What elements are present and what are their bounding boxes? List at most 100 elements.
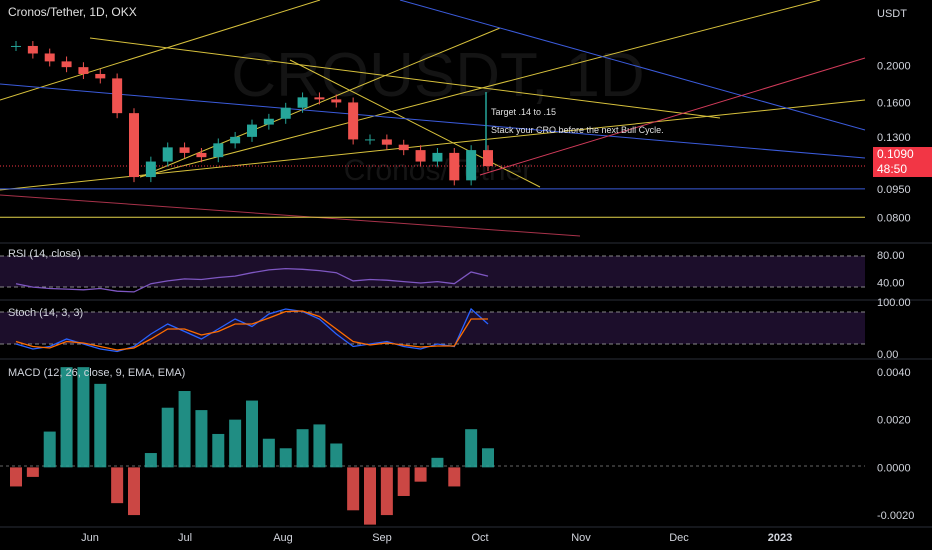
macd-bar (246, 400, 258, 468)
trendline-drawings[interactable] (0, 0, 866, 237)
price-tick-label: 0.2000 (877, 60, 911, 72)
price-tick-label: 0.0800 (877, 212, 911, 224)
candle (78, 67, 89, 74)
macd-tick-label: 0.0020 (877, 415, 911, 427)
macd-title: MACD (12, 26, close, 9, EMA, EMA) (8, 367, 185, 379)
price-axis[interactable]: USDT 0.2000 0.1600 0.1300 0.0950 0.0800 80.00… (877, 8, 914, 522)
candle (331, 99, 342, 103)
macd-bar (178, 391, 191, 468)
macd-bar (279, 448, 292, 468)
macd-bar (43, 431, 56, 468)
target-annotation: Target .14 to .15 (491, 107, 556, 117)
time-tick-label: Jul (178, 532, 192, 544)
stoch-tick-label: 100.00 (877, 297, 911, 309)
stoch-pane (0, 307, 865, 353)
trendline-3 (89, 37, 721, 119)
candle (179, 147, 190, 153)
macd-bar (465, 429, 478, 468)
macd-bar (161, 407, 174, 468)
macd-tick-label: -0.0020 (877, 510, 914, 522)
candle (162, 147, 173, 162)
macd-bar (111, 467, 124, 504)
price-tick-label: 0.1600 (877, 97, 911, 109)
macd-bar (364, 467, 376, 525)
macd-bar (229, 419, 242, 468)
macd-bar (448, 467, 461, 487)
candle (314, 97, 325, 100)
trendline-8 (479, 57, 866, 176)
rsi-pane (0, 255, 865, 293)
candle (44, 53, 55, 62)
stoch-line-0 (15, 307, 489, 353)
candle (247, 124, 257, 137)
candle (415, 150, 426, 162)
candle (398, 144, 409, 151)
macd-tick-label: 0.0000 (877, 462, 911, 474)
time-tick-label: Oct (471, 532, 488, 544)
stoch-tick-label: 0.00 (877, 349, 898, 361)
macd-bar (380, 467, 393, 516)
trendline-1 (139, 27, 501, 178)
stoch-band (0, 312, 865, 344)
macd-bar (195, 410, 208, 468)
macd-bar (296, 429, 309, 468)
candle (11, 45, 21, 47)
stack-note-annotation: Stack your CRO before the next Bull Cycl… (491, 125, 664, 135)
stoch-title: Stoch (14, 3, 3) (8, 307, 83, 319)
time-tick-label: 2023 (768, 532, 792, 544)
candle (449, 152, 460, 181)
macd-bar (482, 448, 494, 468)
candle (213, 143, 224, 158)
candle (129, 113, 139, 178)
macd-bar (347, 467, 360, 511)
rsi-tick-label: 40.00 (877, 277, 905, 289)
candlestick-series (11, 41, 493, 186)
candle (61, 61, 72, 68)
macd-bar (330, 443, 343, 468)
macd-bar (128, 467, 140, 516)
candle (263, 118, 274, 125)
candle (348, 102, 359, 140)
pane-separators (0, 242, 932, 528)
candle (95, 73, 106, 79)
rsi-title: RSI (14, close) (8, 248, 81, 260)
macd-tick-label: 0.0040 (877, 367, 911, 379)
time-tick-label: Jun (81, 532, 99, 544)
time-tick-label: Dec (669, 532, 689, 544)
candle (297, 97, 308, 108)
candle (432, 152, 443, 162)
time-tick-label: Aug (273, 532, 293, 544)
bar-countdown: 48:50 (877, 162, 908, 176)
rsi-line (15, 267, 489, 293)
price-levels (0, 165, 865, 218)
macd-pane (0, 367, 865, 525)
macd-bar (212, 433, 225, 468)
indicator-titles: Cronos/Tether, 1D, OKX RSI (14, close) S… (8, 5, 185, 379)
macd-bar (414, 467, 427, 482)
trendline-2 (139, 0, 821, 178)
macd-bar (60, 367, 73, 468)
candle (230, 136, 241, 144)
currency-label: USDT (877, 8, 907, 20)
candle (27, 45, 38, 54)
trendline-9 (0, 194, 581, 237)
macd-bar (77, 367, 90, 468)
macd-bar (10, 467, 22, 487)
macd-bar (397, 467, 410, 496)
macd-bar (262, 438, 275, 468)
symbol-title: Cronos/Tether, 1D, OKX (8, 5, 137, 19)
last-price-label: 0.1090 48:50 (873, 147, 932, 177)
macd-bar (144, 453, 157, 468)
time-axis[interactable]: Jun Jul Aug Sep Oct Nov Dec 2023 (81, 532, 792, 544)
candle (196, 152, 207, 158)
candle (280, 107, 291, 119)
trendline-6 (399, 0, 866, 131)
price-tick-label: 0.0950 (877, 184, 911, 196)
time-tick-label: Sep (372, 532, 392, 544)
trendline-0 (0, 0, 321, 101)
time-tick-label: Nov (571, 532, 591, 544)
macd-bar (431, 457, 444, 468)
candle (365, 139, 375, 141)
candle (381, 139, 392, 145)
